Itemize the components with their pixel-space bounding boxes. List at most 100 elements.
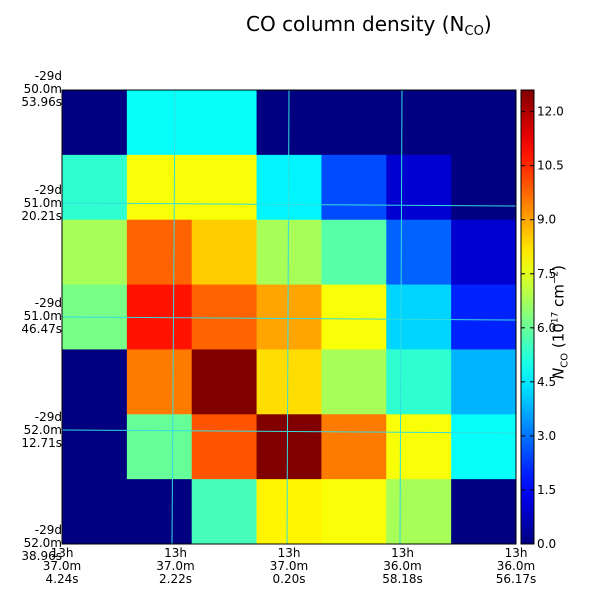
heatmap-cell — [321, 154, 387, 221]
heatmap-cell — [386, 219, 452, 286]
heatmap-cell — [191, 154, 258, 221]
ra-gridline — [171, 89, 176, 545]
heatmap-cell — [126, 219, 193, 286]
heatmap-cell — [386, 90, 452, 156]
heatmap-cell — [321, 90, 387, 156]
heatmap-cell — [386, 154, 452, 221]
heatmap-cell — [451, 349, 517, 415]
y-tick-line: 52.0m — [23, 422, 62, 437]
heatmap-cell — [321, 414, 387, 480]
colorbar-tick-label: 6.0 — [537, 321, 556, 335]
heatmap-cell — [126, 154, 193, 221]
colorbar-tick-label: 9.0 — [537, 213, 556, 227]
x-tick-line: 13h — [504, 546, 528, 560]
heatmap-cell — [321, 219, 387, 286]
heatmap-cell — [386, 349, 452, 415]
x-tick-line: 37.0m — [269, 559, 309, 573]
y-tick-line: -29d — [34, 69, 62, 83]
y-tick-label: -29d 51.0m 20.21s — [0, 182, 62, 223]
heatmap-cell — [62, 349, 128, 415]
heatmap-cell — [451, 414, 517, 480]
coordinate-gridlines — [61, 89, 517, 545]
dec-gridline — [61, 316, 517, 321]
heatmap-cell — [386, 284, 452, 350]
y-tick-line: 46.47s — [21, 322, 62, 336]
y-tick-label: -29d 52.0m 38.96s — [0, 524, 62, 563]
x-tick-line: 36.0m — [496, 559, 536, 573]
y-tick-line: -29d — [34, 523, 62, 537]
y-tick-line: 53.96s — [21, 95, 62, 109]
heatmap-cell — [451, 154, 517, 221]
heatmap-cell — [191, 284, 258, 350]
x-tick-label: 13h 36.0m 56.17s — [481, 547, 551, 586]
colorbar-label: NCO (1017 cm−2) — [549, 264, 571, 380]
y-tick-line: -29d — [34, 296, 62, 310]
y-tick-line: -29d — [34, 182, 62, 197]
colorbar-tick-label: 0.0 — [537, 537, 556, 551]
colorbar-tick-label: 1.5 — [537, 483, 556, 497]
heatmap-cell — [126, 414, 193, 480]
heatmap-cell — [386, 479, 452, 545]
heatmap-cell — [451, 284, 517, 350]
heatmap-cell — [126, 479, 193, 545]
x-tick-line: 13h — [164, 546, 187, 560]
heatmap-cell — [191, 349, 258, 415]
heatmap-cell — [191, 90, 258, 156]
colorbar-ticks: 0.0 1.5 3.0 4.5 6.0 7.5 9.0 10.5 12.0 — [521, 105, 564, 551]
x-tick-label: 13h 37.0m 4.24s — [27, 547, 97, 586]
heatmap-cell — [321, 479, 387, 545]
heatmap-cell — [386, 414, 452, 480]
heatmap-cell — [451, 479, 517, 545]
x-tick-line: 0.20s — [272, 572, 306, 586]
colorbar-tick-label: 7.5 — [537, 267, 556, 281]
y-tick-line: 38.96s — [21, 549, 62, 563]
colorbar-tick-label: 10.5 — [537, 159, 564, 173]
colorbar-tick-label: 4.5 — [537, 375, 556, 389]
heatmap-cell — [451, 90, 517, 156]
y-tick-line: -29d — [34, 409, 62, 424]
y-tick-label: -29d 51.0m 46.47s — [0, 297, 62, 336]
plot-frame — [61, 89, 517, 545]
x-tick-line: 4.24s — [45, 572, 79, 586]
x-tick-line: 13h — [50, 546, 74, 560]
x-tick-line: 13h — [391, 546, 414, 560]
heatmap-cell — [256, 219, 322, 286]
heatmap-cell — [191, 219, 258, 286]
colorbar — [520, 89, 535, 545]
colorbar-tick-label: 12.0 — [537, 105, 564, 119]
heatmap-cell — [256, 479, 322, 545]
x-tick-line: 37.0m — [156, 559, 195, 573]
chart-title: CO column density (NCO) — [246, 12, 492, 39]
y-tick-line: 51.0m — [23, 309, 62, 323]
y-tick-line: 50.0m — [23, 82, 62, 96]
x-tick-line: 36.0m — [383, 559, 422, 573]
x-tick-label: 13h 37.0m 0.20s — [254, 547, 324, 586]
heatmap-cell — [191, 479, 258, 545]
x-tick-line: 37.0m — [42, 559, 82, 573]
colorbar-tick-label: 3.0 — [537, 429, 556, 443]
heatmap-cell — [256, 414, 322, 480]
heatmap-cell — [126, 349, 193, 415]
heatmap-cell — [62, 479, 128, 545]
heatmap-cell — [256, 349, 322, 415]
heatmap-cell — [321, 284, 387, 350]
dec-gridline — [61, 202, 517, 207]
heatmap-cell — [256, 284, 322, 350]
heatmap-cell — [62, 414, 128, 480]
x-tick-line: 13h — [277, 546, 301, 560]
heatmap-cell — [191, 414, 258, 480]
heatmap-cell — [451, 219, 517, 286]
y-tick-label: -29d 52.0m 12.71s — [0, 409, 62, 450]
y-tick-label: -29d 50.0m 53.96s — [0, 70, 62, 109]
y-tick-line: 12.71s — [21, 435, 62, 450]
dec-gridline — [61, 429, 517, 434]
y-tick-line: 51.0m — [23, 195, 62, 210]
heatmap-cell — [256, 154, 322, 221]
x-tick-label: 13h 36.0m 58.18s — [368, 547, 438, 586]
y-tick-line: 52.0m — [23, 536, 62, 550]
heatmap-cells — [62, 90, 517, 545]
heatmap-cell — [62, 154, 128, 221]
heatmap-cell — [62, 90, 128, 156]
x-tick-line: 58.18s — [382, 572, 423, 586]
